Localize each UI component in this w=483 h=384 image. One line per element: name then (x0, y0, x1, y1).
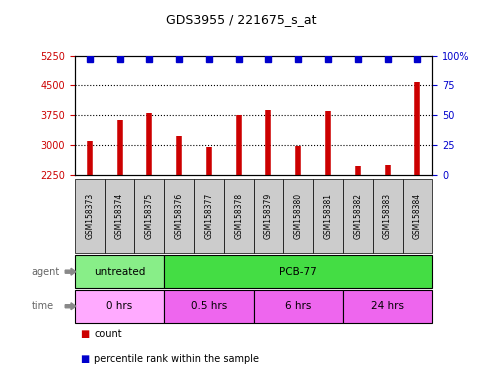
Text: GSM158377: GSM158377 (204, 193, 213, 239)
Text: GDS3955 / 221675_s_at: GDS3955 / 221675_s_at (166, 13, 317, 26)
Text: PCB-77: PCB-77 (279, 266, 317, 277)
Text: 0.5 hrs: 0.5 hrs (191, 301, 227, 311)
Text: GSM158379: GSM158379 (264, 193, 273, 239)
Text: ■: ■ (80, 329, 89, 339)
Text: GSM158378: GSM158378 (234, 193, 243, 239)
Text: GSM158375: GSM158375 (145, 193, 154, 239)
Text: ■: ■ (80, 354, 89, 364)
Text: count: count (94, 329, 122, 339)
Text: GSM158373: GSM158373 (85, 193, 94, 239)
Text: GSM158374: GSM158374 (115, 193, 124, 239)
Text: GSM158383: GSM158383 (383, 193, 392, 239)
Text: GSM158376: GSM158376 (175, 193, 184, 239)
Text: GSM158382: GSM158382 (354, 193, 362, 239)
Text: GSM158384: GSM158384 (413, 193, 422, 239)
Text: GSM158381: GSM158381 (324, 193, 332, 239)
Text: agent: agent (31, 266, 59, 277)
Text: time: time (31, 301, 54, 311)
Text: untreated: untreated (94, 266, 145, 277)
Text: GSM158380: GSM158380 (294, 193, 303, 239)
Text: 6 hrs: 6 hrs (285, 301, 312, 311)
Text: 24 hrs: 24 hrs (371, 301, 404, 311)
Text: 0 hrs: 0 hrs (106, 301, 133, 311)
Text: percentile rank within the sample: percentile rank within the sample (94, 354, 259, 364)
